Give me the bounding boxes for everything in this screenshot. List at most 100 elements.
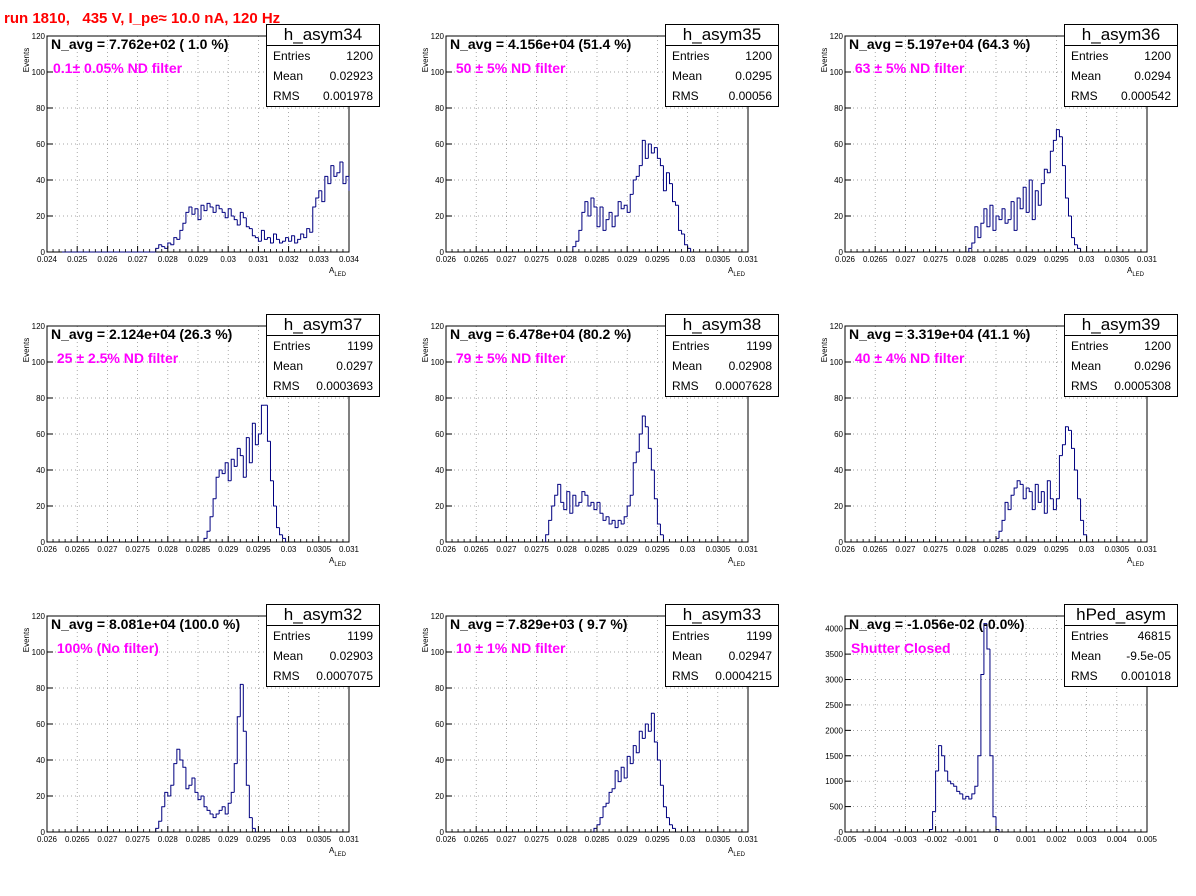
histogram-bin <box>248 785 253 819</box>
y-tick-label: 80 <box>834 394 843 403</box>
histogram-bin <box>653 470 658 500</box>
x-tick-label: 0.03 <box>281 545 297 554</box>
histogram-bin <box>590 197 594 216</box>
stats-row-rms: RMS 0.0007628 <box>666 376 778 396</box>
histogram-bin <box>668 817 673 826</box>
histogram-bin <box>230 208 235 217</box>
x-tick-label: 0.0275 <box>923 545 948 554</box>
histogram-bin <box>188 206 192 213</box>
histogram-bin <box>230 791 235 804</box>
histogram-bin <box>315 197 319 207</box>
histogram-bin <box>602 806 607 818</box>
stats-box: h_asym35 Entries 1200 Mean 0.0295 RMS 0.00056 <box>665 24 779 107</box>
histogram-bin <box>941 745 945 757</box>
histogram-bin <box>221 208 226 213</box>
x-tick-label: 0.029 <box>188 255 209 264</box>
x-tick-label: 0.0305 <box>706 835 731 844</box>
histogram-panel-h_asym37: 0.026 0.0265 0.027 0.0275 0.028 0.0285 0.029 0.… <box>0 314 398 606</box>
y-tick-label: 0 <box>41 828 46 837</box>
filter-annotation: 63 ± 5% ND filter <box>851 60 965 76</box>
histogram-bin <box>1074 237 1078 246</box>
histogram-bin <box>593 502 597 511</box>
histogram-bin <box>321 190 325 203</box>
histogram-bin <box>944 755 948 772</box>
histogram-bin <box>587 201 591 217</box>
histogram-bin <box>626 205 631 213</box>
stats-row-entries: Entries 1200 <box>267 46 379 66</box>
histogram-bin <box>620 520 625 525</box>
stats-row-rms: RMS 0.0007075 <box>267 666 379 686</box>
stats-box: h_asym36 Entries 1200 Mean 0.0294 RMS 0.000542 <box>1064 24 1178 107</box>
stats-value: 1199 <box>347 629 373 643</box>
y-axis-title: Events <box>421 338 430 362</box>
histogram-bin <box>635 745 640 754</box>
histogram-bin <box>1007 502 1012 511</box>
histogram-bin <box>285 237 289 242</box>
histogram-bin <box>333 165 337 177</box>
histogram-bin <box>608 791 613 804</box>
histogram-bin <box>227 208 232 218</box>
y-tick-label: 60 <box>435 430 444 439</box>
histogram-bin <box>953 783 957 787</box>
stats-box: h_asym33 Entries 1199 Mean 0.02947 RMS 0.00042… <box>665 604 779 687</box>
x-tick-label: 0.03 <box>220 255 236 264</box>
histogram-plot: 0.026 0.0265 0.027 0.0275 0.028 0.0285 0.029 0.… <box>421 612 759 858</box>
histogram-bin <box>212 814 217 819</box>
x-tick-label: 0.0285 <box>585 835 610 844</box>
filter-annotation: 0.1± 0.05% ND filter <box>53 60 183 76</box>
x-tick-label: 0.03 <box>680 545 696 554</box>
histogram-bin <box>632 745 637 764</box>
histogram-bin <box>1013 201 1018 231</box>
histogram-bin <box>1004 208 1009 224</box>
histogram-bin <box>336 172 340 177</box>
histogram-bin <box>581 491 585 503</box>
y-tick-label: 20 <box>36 502 45 511</box>
stats-label: Mean <box>273 359 304 373</box>
x-tick-label: 0.03 <box>1079 545 1095 554</box>
y-tick-label: 0 <box>440 538 445 547</box>
histogram-bin <box>1010 201 1015 220</box>
y-tick-label: 20 <box>435 502 444 511</box>
x-tick-label: 0.0305 <box>307 835 332 844</box>
stats-row-entries: Entries 1200 <box>666 46 778 66</box>
histogram-bin <box>1052 139 1057 152</box>
x-tick-label: 0.033 <box>309 255 330 264</box>
y-tick-label: 20 <box>435 212 444 221</box>
histogram-bin <box>1067 426 1072 431</box>
filter-annotation: 50 ± 5% ND filter <box>452 60 566 76</box>
x-tick-label: 0.031 <box>339 835 360 844</box>
histogram-plot: 0.024 0.025 0.026 0.027 0.028 0.029 0.03 0.031 0… <box>22 32 360 278</box>
histogram-name: h_asym35 <box>666 25 778 46</box>
stats-row-rms: RMS 0.0005308 <box>1065 376 1177 396</box>
histogram-panel-h_asym39: 0.026 0.0265 0.027 0.0275 0.028 0.0285 0.029 0.… <box>798 314 1196 606</box>
stats-value: 0.0295 <box>735 69 772 83</box>
x-tick-label: 0.0285 <box>984 255 1009 264</box>
x-tick-label: 0.0265 <box>464 835 489 844</box>
histogram-bin <box>590 501 594 506</box>
x-tick-label: 0.027 <box>496 835 517 844</box>
x-tick-label: 0.031 <box>738 545 759 554</box>
histogram-bin <box>1040 491 1045 503</box>
histogram-bin <box>218 469 223 478</box>
y-tick-label: 20 <box>834 212 843 221</box>
stats-value: 0.0297 <box>336 359 373 373</box>
histogram-bin <box>980 222 984 238</box>
histogram-bin <box>584 491 588 496</box>
histogram-bin <box>176 748 180 764</box>
x-axis-title: ALED <box>329 266 347 278</box>
histogram-bin <box>224 212 229 219</box>
histogram-bin <box>662 165 667 192</box>
histogram-bin <box>309 228 313 233</box>
histogram-bin <box>215 476 220 499</box>
histogram-name: h_asym34 <box>267 25 379 46</box>
x-tick-label: 0.0265 <box>464 255 489 264</box>
histogram-bin <box>968 796 972 800</box>
histogram-bin <box>554 494 558 506</box>
histogram-bin <box>1004 501 1009 521</box>
histogram-bin <box>650 712 655 732</box>
stats-value: 1200 <box>745 49 772 63</box>
histogram-bin <box>300 233 304 240</box>
histogram-bin <box>617 201 622 216</box>
histogram-bin <box>560 484 564 503</box>
histogram-bin <box>962 793 966 800</box>
